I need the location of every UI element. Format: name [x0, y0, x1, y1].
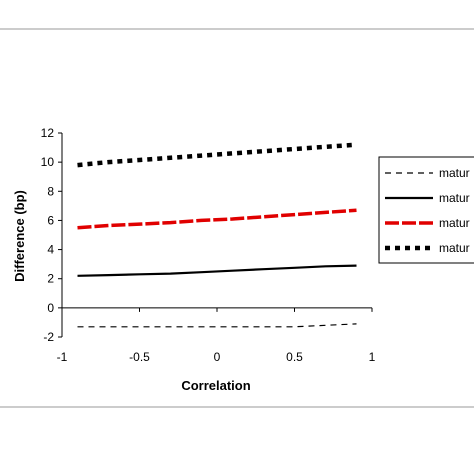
series-line-2	[77, 264, 357, 277]
x-axis-title: Correlation	[181, 378, 250, 393]
y-tick-label: 2	[47, 272, 54, 286]
x-tick-label: 0.5	[286, 350, 303, 364]
legend-label-1: matur	[439, 166, 470, 180]
axes: -2 0 2 4 6 8 10 12 -1 -0.5 0 0.5 1	[41, 126, 376, 364]
legend: matur matur matur matur	[378, 156, 474, 264]
legend-label-4: matur	[439, 241, 470, 255]
series-line-1	[77, 323, 357, 328]
x-tick-label: 1	[369, 350, 376, 364]
x-tick-label: -0.5	[129, 350, 150, 364]
y-tick-label: 8	[47, 184, 54, 198]
series-line-4	[77, 142, 357, 168]
legend-label-3: matur	[439, 216, 470, 230]
series-lines	[77, 142, 357, 328]
series-line-3	[77, 208, 357, 230]
x-tick-label: -1	[57, 350, 68, 364]
y-tick-label: -2	[43, 330, 54, 344]
legend-box	[378, 156, 474, 264]
y-tick-label: 6	[47, 213, 54, 227]
legend-label-2: matur	[439, 191, 470, 205]
y-tick-label: 12	[41, 126, 55, 140]
y-tick-label: 10	[41, 155, 55, 169]
y-axis-title: Difference (bp)	[12, 190, 27, 282]
y-tick-label: 4	[47, 243, 54, 257]
x-tick-label: 0	[214, 350, 221, 364]
y-tick-label: 0	[47, 301, 54, 315]
